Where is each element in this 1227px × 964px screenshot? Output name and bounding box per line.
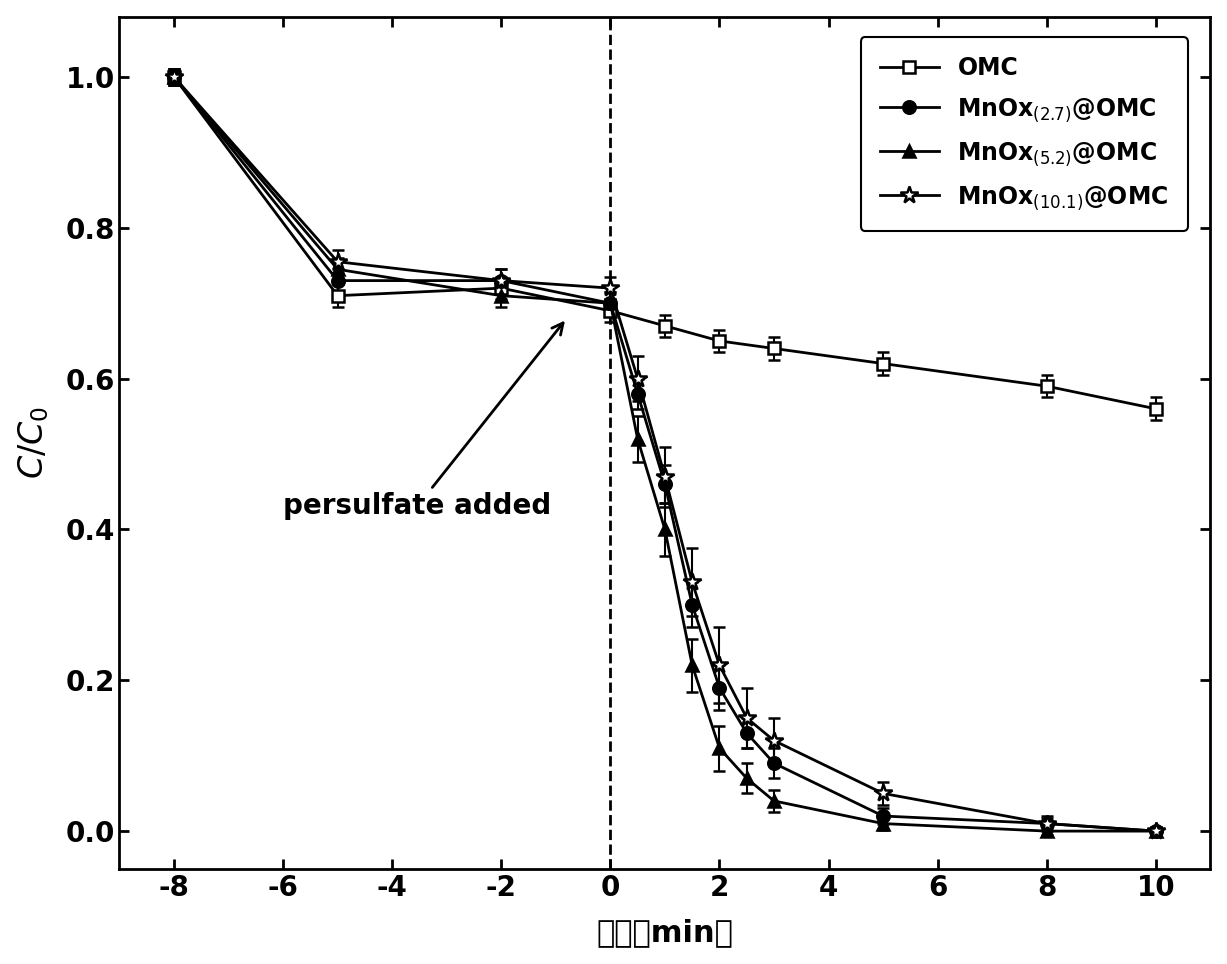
Legend: OMC, MnOx$_{(2.7)}$@OMC, MnOx$_{(5.2)}$@OMC, MnOx$_{(10.1)}$@OMC: OMC, MnOx$_{(2.7)}$@OMC, MnOx$_{(5.2)}$@… xyxy=(860,37,1188,230)
X-axis label: 时间（min）: 时间（min） xyxy=(596,919,734,948)
Y-axis label: $C/C_0$: $C/C_0$ xyxy=(17,406,52,479)
Text: persulfate added: persulfate added xyxy=(283,323,563,521)
